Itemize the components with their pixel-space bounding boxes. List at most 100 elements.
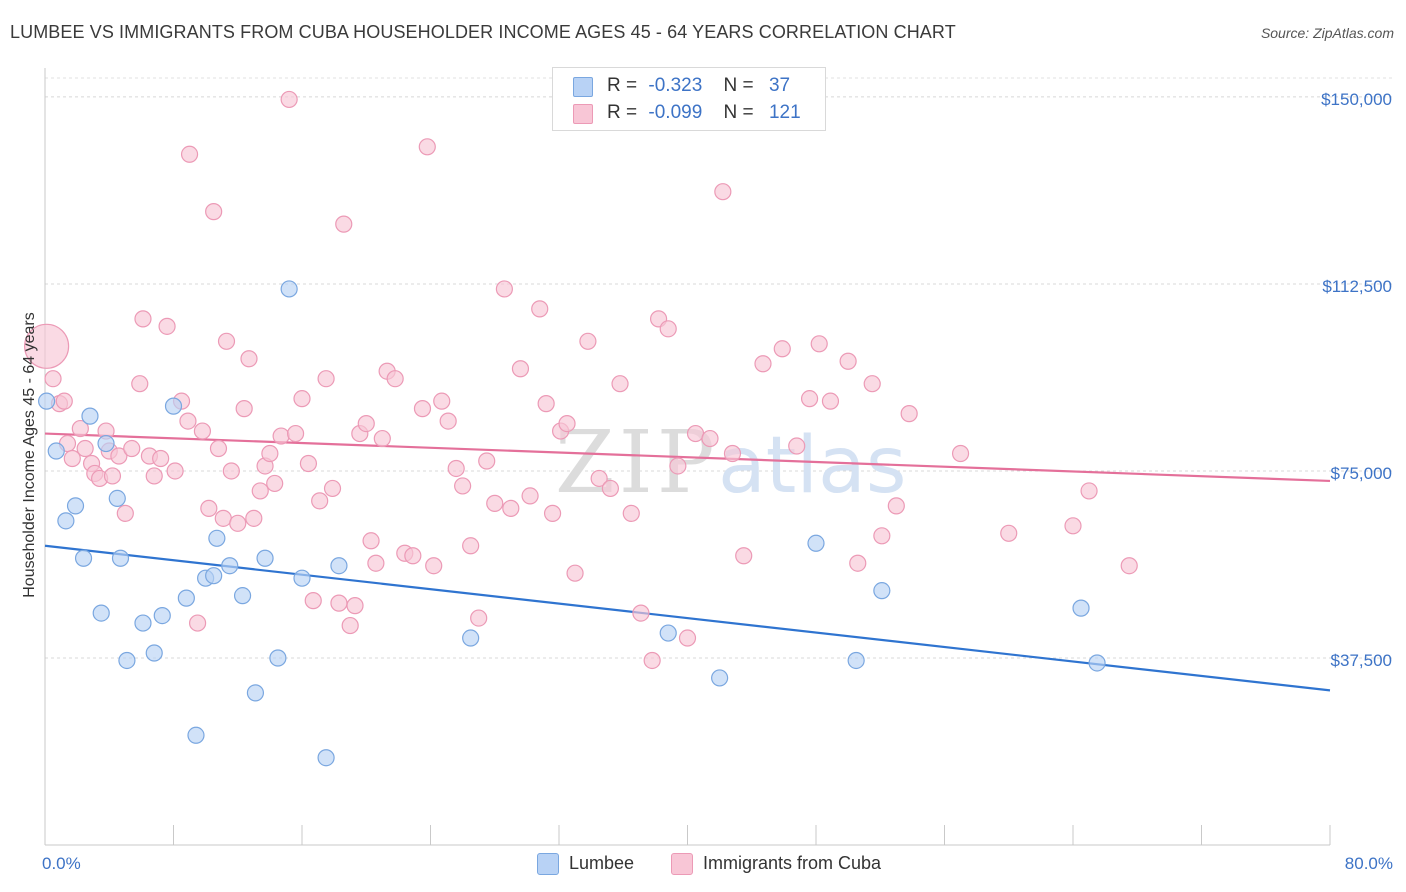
cuba-point — [521, 487, 539, 505]
cuba-point — [643, 651, 661, 670]
cuba-point — [659, 320, 677, 338]
cuba-point — [873, 527, 891, 545]
cuba-point — [773, 340, 791, 358]
cuba-point — [63, 449, 81, 468]
lumbee-point — [208, 529, 226, 547]
lumbee-point — [269, 649, 287, 667]
chart-title: LUMBEE VS IMMIGRANTS FROM CUBA HOUSEHOLD… — [10, 22, 956, 42]
x-tick-label-min: 0.0% — [42, 854, 81, 873]
cuba-point — [131, 375, 149, 393]
y-axis-label: Householder Income Ages 45 - 64 years — [21, 312, 38, 598]
lumbee-legend-swatch — [537, 853, 559, 875]
cuba-point — [229, 514, 247, 532]
cuba-point — [341, 616, 359, 635]
cuba-point — [447, 459, 465, 478]
lumbee-point — [74, 549, 93, 567]
cuba-point — [205, 203, 223, 221]
cuba-point — [123, 439, 141, 458]
lumbee-r-value: -0.323 — [648, 75, 703, 96]
cuba-point — [439, 412, 457, 430]
lumbee-trend-line — [44, 544, 1331, 692]
lumbee-point — [873, 582, 891, 600]
cuba-point — [293, 390, 311, 408]
cuba-point — [543, 504, 562, 522]
cuba-point — [502, 499, 520, 517]
cuba-point — [951, 444, 970, 463]
trend-lines — [44, 432, 1331, 692]
cuba-point — [346, 597, 364, 615]
lumbee-point — [659, 624, 677, 642]
cuba-point — [413, 400, 432, 418]
cuba-r-value: -0.099 — [648, 102, 703, 123]
lumbee-point — [164, 397, 183, 415]
cuba-point — [188, 614, 207, 632]
cuba-point — [299, 454, 318, 473]
cuba-point — [55, 392, 73, 410]
cuba-point — [404, 547, 422, 565]
cuba-point — [134, 310, 152, 328]
lumbee-point — [57, 512, 75, 530]
cuba-point — [76, 439, 94, 458]
cuba-point — [209, 439, 228, 458]
cuba-point — [152, 449, 170, 468]
lumbee-point — [47, 442, 65, 460]
lumbee-point — [177, 589, 195, 607]
cuba-point — [179, 412, 197, 430]
cuba-point — [317, 370, 335, 388]
cuba-point — [214, 509, 232, 527]
cuba-point — [158, 317, 176, 335]
cuba-point — [330, 594, 348, 612]
cuba-trend-line — [44, 432, 1331, 483]
lumbee-point — [807, 534, 825, 552]
cuba-point — [887, 497, 905, 515]
cuba-point — [558, 414, 576, 433]
data-points — [24, 90, 1138, 767]
r-label: R = — [607, 102, 638, 123]
lumbee-point — [92, 604, 110, 622]
cuba-point — [486, 494, 504, 512]
cuba-point — [200, 499, 218, 517]
lumbee-point — [246, 684, 265, 702]
cuba-point — [754, 355, 772, 373]
lumbee-point — [256, 549, 274, 567]
cuba-point — [531, 300, 549, 318]
cuba-point — [103, 467, 122, 485]
cuba-point — [251, 482, 269, 500]
series-legend: Lumbee Immigrants from Cuba — [0, 852, 1406, 878]
lumbee-point — [134, 614, 152, 632]
cuba-point — [632, 604, 650, 622]
cuba-point — [433, 392, 451, 410]
cuba-point — [511, 360, 530, 378]
cuba-point — [537, 395, 555, 413]
cuba-point — [686, 424, 705, 443]
y-tick-label: $75,000 — [1331, 464, 1392, 483]
cuba-point — [304, 592, 322, 610]
cuba-point — [601, 479, 620, 498]
lumbee-point — [187, 726, 205, 744]
cuba-point — [566, 564, 584, 582]
cuba-point — [1120, 557, 1138, 575]
lumbee-legend-label: Lumbee — [569, 853, 635, 873]
lumbee-point — [145, 644, 163, 662]
cuba-point — [222, 462, 240, 480]
cuba-point — [280, 90, 298, 109]
axes — [44, 68, 1331, 846]
lumbee-point — [233, 587, 252, 605]
cuba-point — [44, 370, 62, 388]
lumbee-point — [330, 557, 348, 575]
lumbee-point — [111, 549, 130, 567]
lumbee-point — [711, 669, 729, 687]
gridlines — [45, 77, 1395, 659]
cuba-point — [362, 532, 380, 550]
cuba-point — [261, 444, 279, 463]
cuba-point — [800, 390, 819, 408]
n-label: N = — [723, 75, 754, 96]
cuba-point — [24, 323, 70, 369]
cuba-legend-swatch — [671, 853, 693, 875]
watermark-atlas: atlas — [718, 421, 907, 511]
cuba-point — [900, 405, 918, 423]
cuba-point — [240, 350, 258, 368]
lumbee-point — [205, 567, 223, 585]
lumbee-point — [221, 557, 239, 575]
